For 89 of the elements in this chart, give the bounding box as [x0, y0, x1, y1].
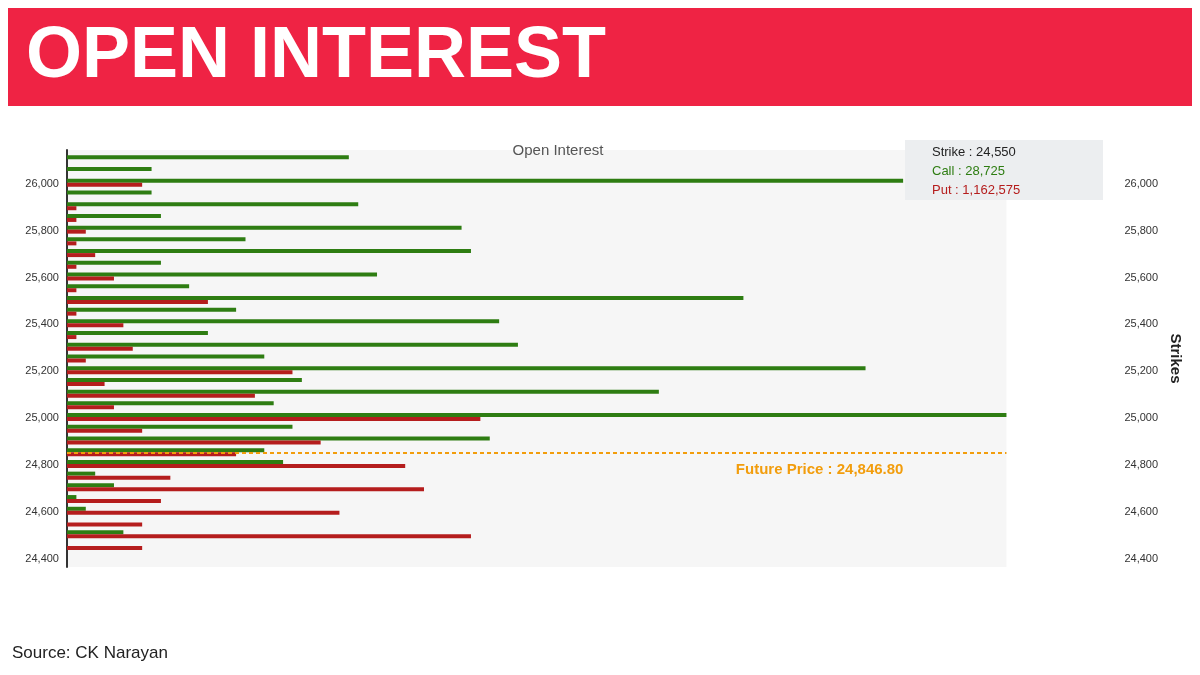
- bar: [67, 495, 77, 500]
- bar: [67, 307, 237, 312]
- bar: [67, 424, 293, 429]
- bar: [67, 401, 274, 406]
- annotation: Call : 28,725: [932, 162, 1006, 180]
- bar: [67, 190, 152, 195]
- bar: [67, 428, 143, 433]
- bar: [67, 530, 124, 535]
- y2-tick-label: 25,600: [1124, 270, 1159, 283]
- bar: [67, 206, 77, 211]
- bar: [67, 463, 406, 468]
- bar: [67, 534, 471, 539]
- bar: [67, 471, 96, 476]
- bar: [67, 483, 114, 488]
- y2-tick-label: 26,000: [1124, 176, 1159, 189]
- bar: [67, 354, 265, 359]
- bar: [67, 249, 471, 254]
- bar: [67, 506, 86, 511]
- bar: [67, 272, 378, 277]
- annotation: Put : 1,162,575: [932, 181, 1022, 199]
- bar: [67, 440, 321, 445]
- bar: [67, 284, 190, 289]
- bar: [67, 225, 462, 230]
- bar: [67, 346, 133, 351]
- bar: [67, 393, 255, 398]
- bar: [67, 459, 284, 464]
- bar: [67, 417, 481, 422]
- y2-tick-label: 24,600: [1124, 504, 1159, 517]
- bar: [67, 264, 77, 269]
- bar: [67, 487, 424, 492]
- bar: [67, 182, 143, 187]
- y2-tick-label: 25,800: [1124, 223, 1159, 236]
- bar: [67, 545, 143, 550]
- y-tick-label: 24,400: [25, 551, 59, 564]
- bar: [67, 167, 152, 172]
- y2-tick-label: 24,400: [1124, 551, 1159, 564]
- y2-tick-label: 25,400: [1124, 317, 1159, 330]
- y-tick-label: 24,600: [25, 504, 59, 517]
- y-tick-label: 26,000: [25, 176, 59, 189]
- bar: [67, 323, 124, 328]
- ref-line-label: Future Price : 24,846.80: [735, 459, 904, 477]
- y2-tick-label: 24,800: [1124, 457, 1159, 470]
- bar: [67, 276, 114, 281]
- y-tick-label: 24,800: [25, 457, 59, 470]
- bar: [67, 331, 208, 336]
- y2-axis-title: Strikes: [1168, 333, 1185, 384]
- bar: [67, 522, 143, 527]
- bar: [67, 311, 77, 316]
- bar: [67, 358, 86, 363]
- y2-tick-label: 25,200: [1124, 364, 1159, 377]
- bar: [67, 241, 77, 246]
- bar: [67, 405, 114, 410]
- bar: [67, 213, 161, 218]
- y-tick-label: 25,000: [25, 411, 59, 424]
- bar: [67, 295, 744, 300]
- bar: [67, 389, 659, 394]
- bar: [67, 510, 340, 515]
- bar: [67, 448, 265, 453]
- bar: [67, 381, 105, 386]
- bar: [67, 377, 302, 382]
- bar: [67, 155, 349, 160]
- bar: [67, 229, 86, 234]
- y-tick-label: 25,600: [25, 270, 59, 283]
- bar: [67, 299, 208, 304]
- bar: [67, 436, 490, 441]
- bar: [67, 342, 518, 347]
- bar: [67, 178, 904, 183]
- bar: [67, 260, 161, 265]
- bar: [67, 335, 77, 340]
- bar: [67, 253, 96, 258]
- tooltip-box: Strike : 24,550 Call : 28,725 Put : 1,162,575: [905, 140, 1103, 200]
- bar: [67, 370, 293, 375]
- bar: [67, 202, 359, 207]
- bar: [67, 475, 171, 480]
- bar: [67, 319, 500, 324]
- bar: [67, 499, 161, 504]
- y-tick-label: 25,400: [25, 317, 59, 330]
- bar: [67, 413, 1007, 418]
- y-tick-label: 25,200: [25, 364, 59, 377]
- bar: [67, 366, 866, 371]
- chart-subtitle: Open Interest: [512, 141, 605, 158]
- y2-tick-label: 25,000: [1124, 411, 1159, 424]
- y-tick-label: 25,800: [25, 223, 59, 236]
- bar: [67, 217, 77, 222]
- annotation: Strike : 24,550: [932, 143, 1017, 161]
- chart-title: OPEN INTEREST: [26, 12, 607, 92]
- source-note: Source: CK Narayan: [12, 643, 168, 662]
- bar: [67, 237, 246, 242]
- bar: [67, 288, 77, 293]
